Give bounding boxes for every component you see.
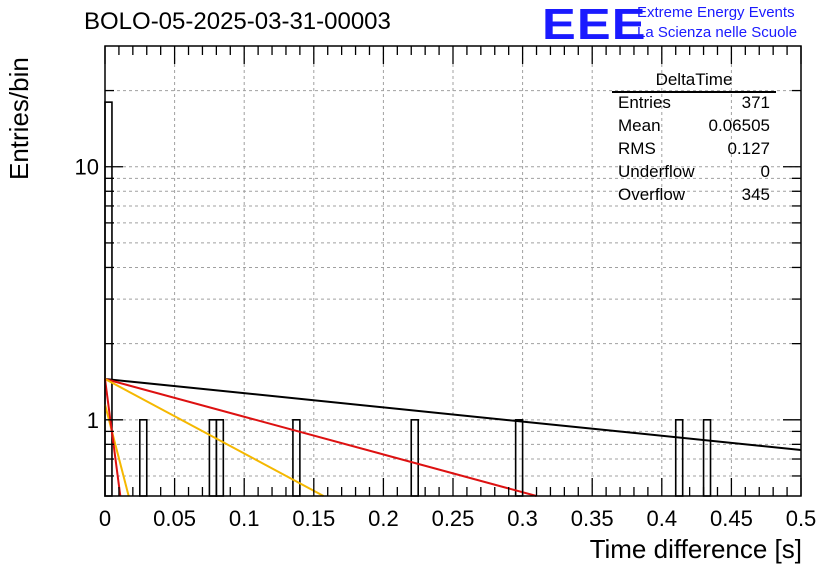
fit-line xyxy=(104,378,537,497)
fit-line xyxy=(104,378,325,497)
grid xyxy=(105,46,801,496)
x-tick-label: 0.1 xyxy=(229,506,260,531)
y-tick-label: 1 xyxy=(87,408,99,433)
x-tick-label: 0.3 xyxy=(507,506,538,531)
fit-line xyxy=(104,377,802,451)
x-tick-label: 0.45 xyxy=(710,506,753,531)
chart-title: BOLO-05-2025-03-31-00003 xyxy=(84,8,391,35)
x-tick-label: 0.25 xyxy=(432,506,475,531)
x-axis-label: Time difference [s] xyxy=(589,534,802,564)
stats-row: Entries 371 xyxy=(618,93,770,115)
stats-key: Overflow xyxy=(618,185,686,204)
stats-key: RMS xyxy=(618,139,656,158)
x-tick-label: 0 xyxy=(99,506,111,531)
x-tick-label: 0.5 xyxy=(786,506,817,531)
x-tick-label: 0.2 xyxy=(368,506,399,531)
stats-row: RMS 0.127 xyxy=(618,139,770,161)
stats-box-rule xyxy=(612,91,776,93)
y-tick-label: 10 xyxy=(75,155,99,180)
stats-value: 345 xyxy=(741,185,770,204)
fit-line xyxy=(104,378,122,497)
eee-logo: EEE xyxy=(542,0,647,49)
stats-row: Overflow 345 xyxy=(618,185,770,207)
x-tick-label: 0.4 xyxy=(647,506,678,531)
eee-logo-line1: Extreme Energy Events xyxy=(637,4,795,21)
x-tick-label: 0.05 xyxy=(153,506,196,531)
stats-value: 0 xyxy=(760,162,770,181)
x-tick-label: 0.15 xyxy=(292,506,335,531)
eee-logo-line2: La Scienza nelle Scuole xyxy=(637,24,798,41)
stats-key: Underflow xyxy=(618,162,695,181)
stats-key: Mean xyxy=(618,116,661,135)
stats-box-title: DeltaTime xyxy=(655,70,733,89)
stats-value: 371 xyxy=(741,93,770,112)
fit-line xyxy=(104,404,130,497)
stats-key: Entries xyxy=(618,93,671,112)
x-tick-label: 0.35 xyxy=(571,506,614,531)
stats-row: Underflow 0 xyxy=(618,162,770,184)
tick-labels: 0 0.05 0.1 0.15 0.2 0.25 0.3 0.35 0.4 0.45 0.5 1 10 xyxy=(75,155,817,531)
axes xyxy=(104,45,802,497)
stats-value: 0.127 xyxy=(727,139,770,158)
stats-row: Mean 0.06505 xyxy=(618,116,770,138)
fit-lines xyxy=(104,377,802,497)
stats-value: 0.06505 xyxy=(708,116,770,135)
